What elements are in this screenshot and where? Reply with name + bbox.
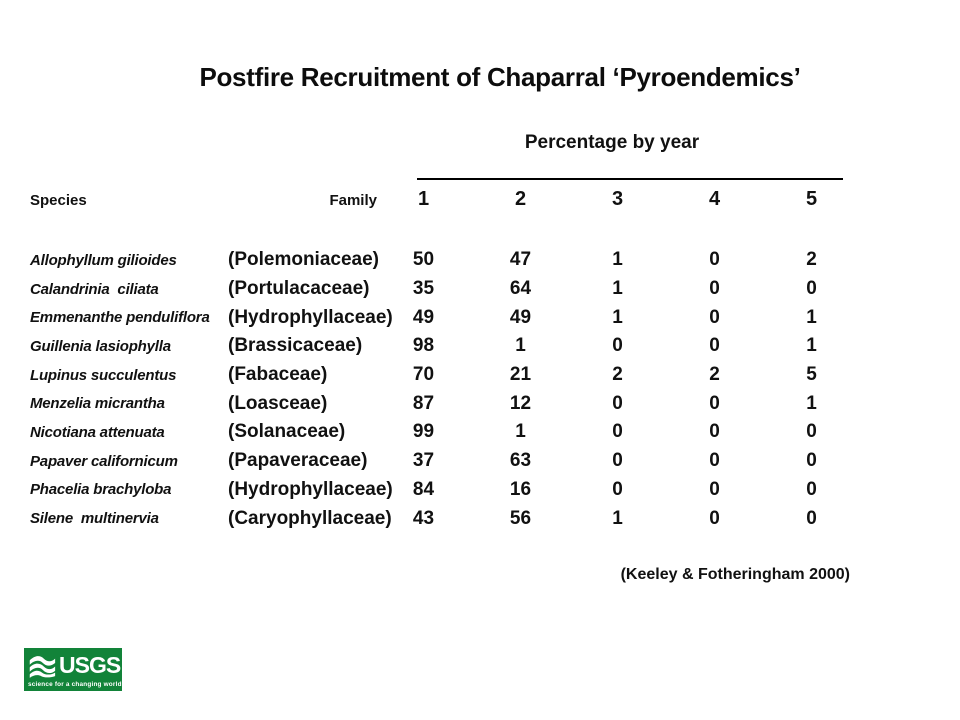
table-row: Allophyllum gilioides (Polemoniaceae) 50… — [30, 246, 860, 275]
family-name: (Solanaceae) — [228, 421, 346, 443]
usgs-logo-text: USGS — [59, 652, 121, 679]
year4-value: 0 — [709, 306, 720, 328]
species-name: Allophyllum gilioides — [30, 251, 177, 269]
year2-value: 63 — [509, 450, 532, 472]
year1-value: 35 — [412, 278, 435, 300]
year2-value: 21 — [509, 364, 532, 386]
family-name: (Caryophyllaceae) — [228, 507, 392, 529]
year-header-1: 1 — [417, 188, 430, 210]
year2-value: 49 — [509, 306, 532, 328]
species-name: Guillenia lasiophylla — [30, 337, 171, 355]
species-name: Lupinus succulentus — [30, 366, 177, 384]
table-row: Silene multinervia (Caryophyllaceae) 43 … — [30, 504, 860, 533]
species-name: Nicotiana attenuata — [30, 423, 165, 441]
year3-value: 0 — [612, 478, 623, 500]
table-row: Emmenanthe penduliflora (Hydrophyllaceae… — [30, 303, 860, 332]
year5-value: 0 — [806, 450, 817, 472]
year5-value: 2 — [806, 249, 817, 271]
species-name: Papaver californicum — [30, 452, 178, 470]
family-name: (Loasceae) — [228, 392, 328, 414]
year2-value: 64 — [509, 278, 532, 300]
species-column-header: Species — [30, 192, 87, 209]
citation: (Keeley & Fotheringham 2000) — [620, 566, 850, 583]
year4-value: 0 — [709, 392, 720, 414]
species-name: Menzelia micrantha — [30, 395, 165, 413]
family-name: (Portulacaceae) — [228, 278, 370, 300]
year4-value: 0 — [709, 507, 720, 529]
year-column-headers: 1 2 3 4 5 — [375, 188, 860, 211]
usgs-logo: USGS science for a changing world — [24, 648, 122, 691]
table-body: Allophyllum gilioides (Polemoniaceae) 50… — [30, 246, 860, 533]
family-name: (Papaveraceae) — [228, 450, 368, 472]
table-row: Menzelia micrantha (Loasceae) 87 12 0 0 … — [30, 389, 860, 418]
year4-value: 2 — [709, 364, 720, 386]
year1-value: 37 — [412, 450, 435, 472]
year4-value: 0 — [709, 278, 720, 300]
year5-value: 5 — [806, 364, 817, 386]
year3-value: 1 — [612, 249, 623, 271]
year3-value: 0 — [612, 450, 623, 472]
year4-value: 0 — [709, 450, 720, 472]
year-header-2: 2 — [514, 188, 527, 210]
year4-value: 0 — [709, 249, 720, 271]
year5-value: 0 — [806, 507, 817, 529]
table-row: Papaver californicum (Papaveraceae) 37 6… — [30, 447, 860, 476]
header-underline — [417, 178, 843, 180]
year-header-3: 3 — [611, 188, 624, 210]
year5-value: 0 — [806, 278, 817, 300]
family-name: (Polemoniaceae) — [228, 249, 379, 271]
year4-value: 0 — [709, 478, 720, 500]
year1-value: 50 — [412, 249, 435, 271]
year3-value: 1 — [612, 306, 623, 328]
year5-value: 0 — [806, 421, 817, 443]
year-header-5: 5 — [805, 188, 818, 210]
species-name: Calandrinia ciliata — [30, 280, 159, 298]
year4-value: 0 — [709, 335, 720, 357]
family-name: (Brassicaceae) — [228, 335, 363, 357]
year3-value: 0 — [612, 392, 623, 414]
year3-value: 1 — [612, 507, 623, 529]
year2-value: 16 — [509, 478, 532, 500]
year2-value: 56 — [509, 507, 532, 529]
year2-value: 47 — [509, 249, 532, 271]
year1-value: 49 — [412, 306, 435, 328]
year5-value: 1 — [806, 306, 817, 328]
year5-value: 1 — [806, 335, 817, 357]
year5-value: 0 — [806, 478, 817, 500]
usgs-tagline: science for a changing world — [28, 680, 122, 688]
year2-value: 1 — [515, 335, 526, 357]
year1-value: 43 — [412, 507, 435, 529]
table-row: Phacelia brachyloba (Hydrophyllaceae) 84… — [30, 476, 860, 505]
species-name: Phacelia brachyloba — [30, 481, 172, 499]
year1-value: 87 — [412, 392, 435, 414]
year2-value: 1 — [515, 421, 526, 443]
year3-value: 1 — [612, 278, 623, 300]
year1-value: 84 — [412, 478, 435, 500]
family-name: (Fabaceae) — [228, 364, 328, 386]
table-row: Guillenia lasiophylla (Brassicaceae) 98 … — [30, 332, 860, 361]
usgs-waves-icon — [28, 654, 56, 678]
year3-value: 2 — [612, 364, 623, 386]
table-row: Nicotiana attenuata (Solanaceae) 99 1 0 … — [30, 418, 860, 447]
table-row: Calandrinia ciliata (Portulacaceae) 35 6… — [30, 275, 860, 304]
year-header-4: 4 — [708, 188, 721, 210]
slide-title: Postfire Recruitment of Chaparral ‘Pyroe… — [199, 62, 801, 92]
year4-value: 0 — [709, 421, 720, 443]
species-name: Emmenanthe penduliflora — [30, 309, 210, 327]
year1-value: 98 — [412, 335, 435, 357]
table-row: Lupinus succulentus (Fabaceae) 70 21 2 2… — [30, 361, 860, 390]
family-column-header: Family — [329, 192, 377, 209]
percentage-by-year-header: Percentage by year — [524, 132, 700, 153]
year1-value: 99 — [412, 421, 435, 443]
year3-value: 0 — [612, 421, 623, 443]
family-name: (Hydrophyllaceae) — [228, 478, 393, 500]
species-name: Silene multinervia — [30, 510, 159, 528]
year2-value: 12 — [509, 392, 532, 414]
year5-value: 1 — [806, 392, 817, 414]
year3-value: 0 — [612, 335, 623, 357]
family-name: (Hydrophyllaceae) — [228, 306, 393, 328]
year1-value: 70 — [412, 364, 435, 386]
